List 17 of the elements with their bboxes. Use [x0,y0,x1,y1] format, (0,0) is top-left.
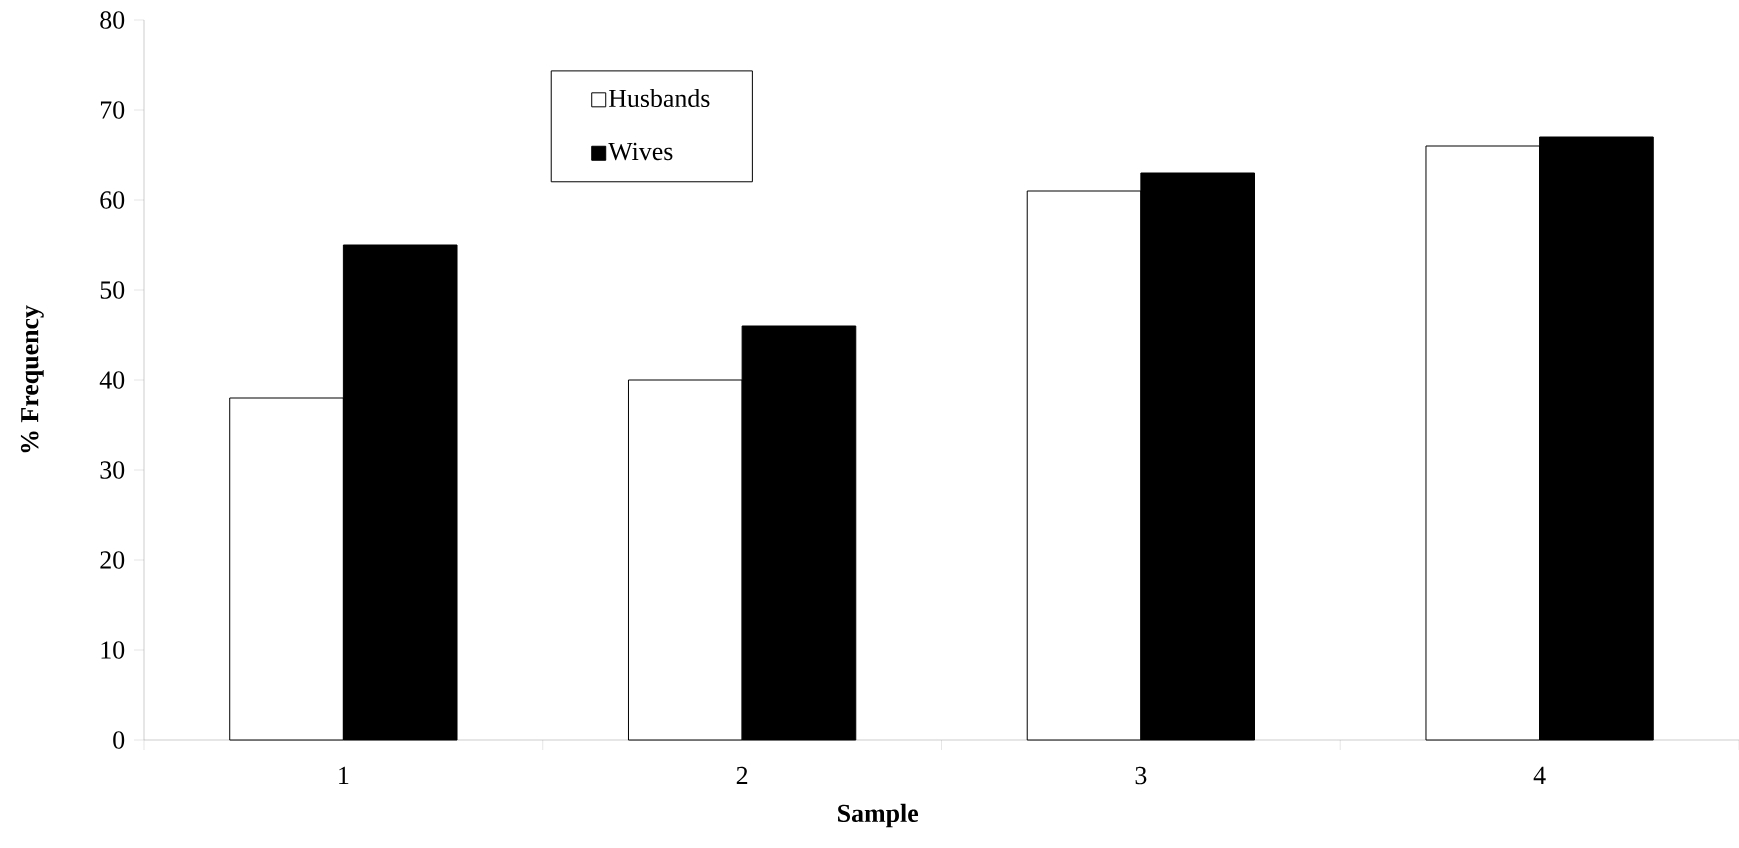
y-axis-title: % Frequency [20,305,44,453]
x-tick-label: 3 [1135,766,1147,785]
x-tick-label: 1 [339,766,349,784]
legend-label: Wives [608,142,673,161]
y-tick-label: 10 [101,641,125,659]
y-tick-label: 50 [100,281,125,299]
x-tick-label: 2 [736,766,748,784]
legend-label: Husbands [608,88,710,108]
y-tick-label: 80 [100,11,125,29]
x-tick-label: 4 [1533,766,1546,784]
y-tick-label: 40 [99,371,125,389]
y-tick-label: 0 [113,731,125,749]
y-tick-label: 60 [100,191,125,209]
y-tick-label: 70 [100,101,125,119]
y-tick-label: 20 [100,551,125,569]
y-tick-label: 30 [100,461,125,479]
x-axis-title: Sample [838,803,919,828]
